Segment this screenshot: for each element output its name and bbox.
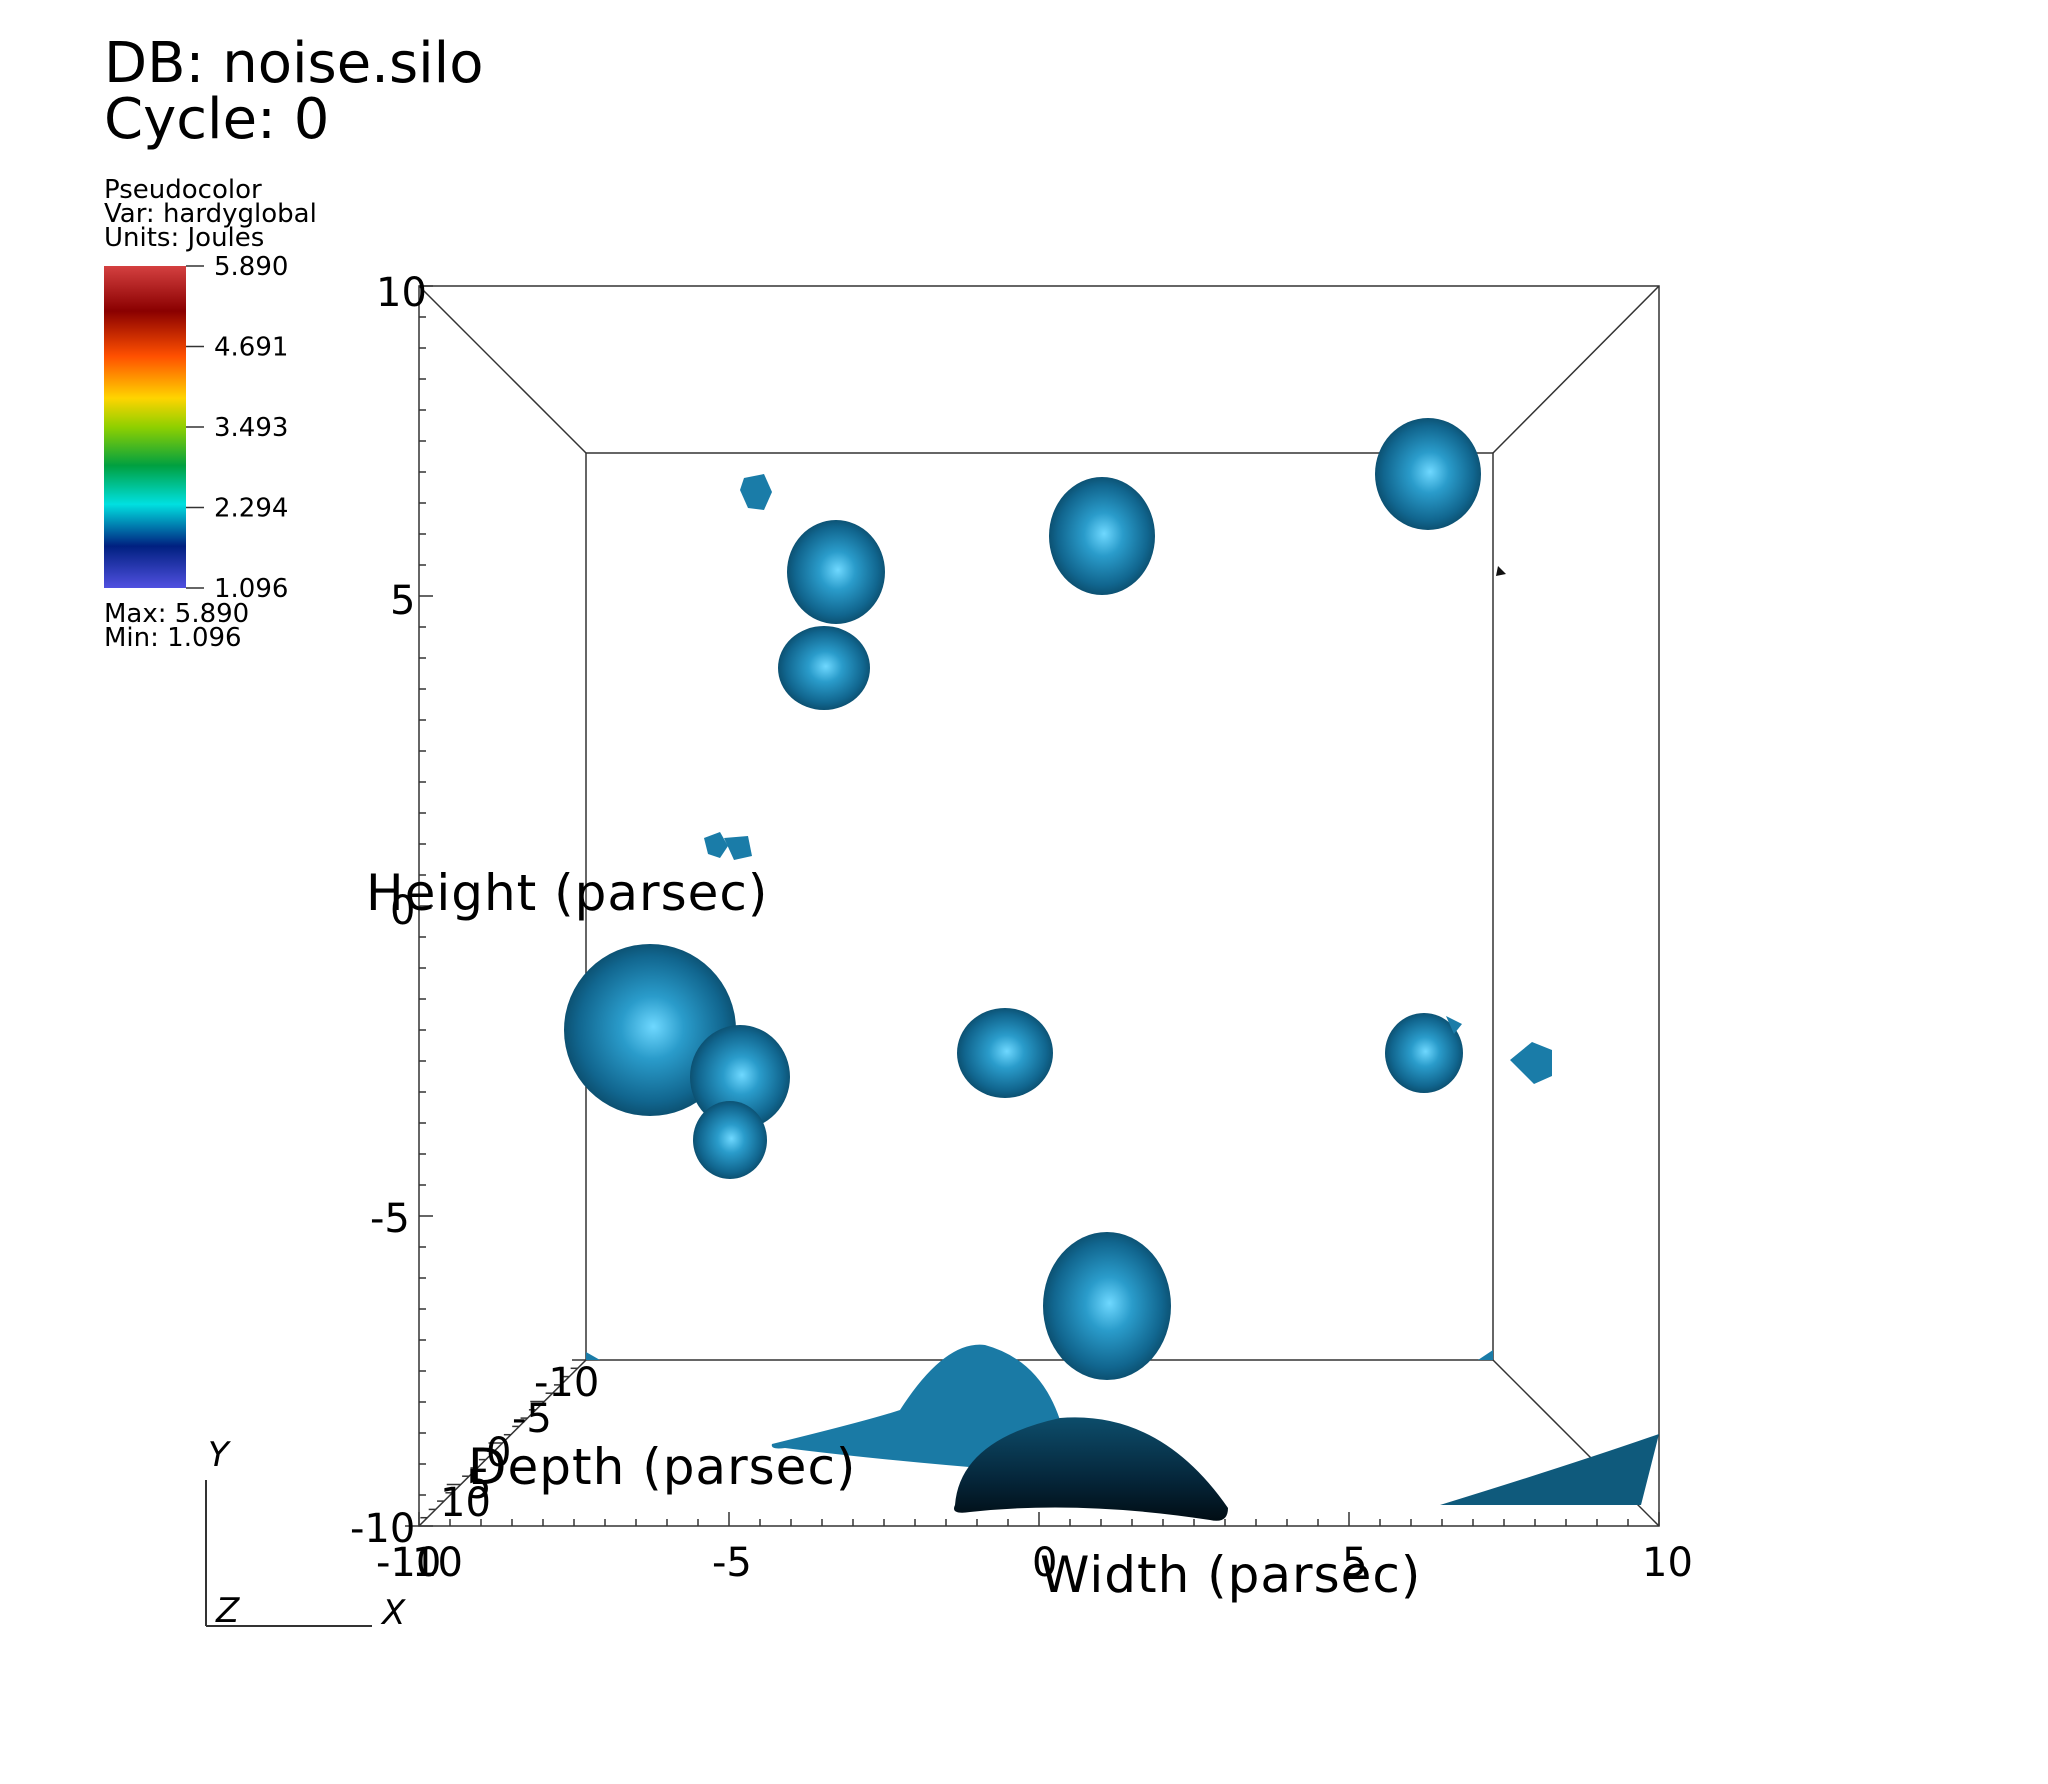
legend-min: Min: 1.096 [104,623,242,653]
y-tick-label: -10 [350,1506,415,1552]
triad-z-label: Z [215,1591,240,1631]
sphere-top-right [1375,418,1481,530]
y-tick-label: 5 [390,578,415,624]
depth-axis-title: Depth (parsec) [468,1438,856,1496]
x-axis-ticks [418,1512,1660,1526]
isosurface[interactable] [564,418,1659,1521]
pseudocolor-legend: Pseudocolor Var: hardyglobal Units: Joul… [104,175,317,653]
z-tick-labels: -10 -5 0 5 10 [440,1360,599,1526]
sphere-bottom-center [1043,1232,1171,1380]
legend-variable: Var: hardyglobal [104,199,317,229]
small-fragment-right-tip [1446,1016,1462,1034]
y-tick-label: -5 [370,1196,410,1242]
x-tick-label: 5 [1342,1540,1367,1586]
x-tick-label: 10 [1642,1540,1693,1586]
x-tick-label: 0 [1032,1540,1057,1586]
z-tick-label: -5 [512,1396,552,1442]
small-fragment-left-a [704,832,728,858]
legend-tick-label: 1.096 [214,574,288,604]
legend-tick-label: 2.294 [214,494,288,524]
x-tick-labels: -10 10 -5 0 5 10 [376,1540,1693,1586]
tiny-fragment [1496,566,1506,576]
z-tick-label: 5 [466,1462,491,1508]
sphere-right [1385,1013,1463,1093]
database-title: DB: noise.silo [104,31,484,96]
sphere-near-large [690,1025,790,1129]
y-tick-label: 10 [376,270,427,316]
z-tick-label: -10 [534,1360,599,1406]
small-fragment-left-b [724,836,752,860]
legend-units: Units: Joules [104,223,264,253]
sphere-top-center [1049,477,1155,595]
triad-y-label: Y [208,1435,231,1475]
back-face [585,452,1494,1361]
legend-max: Max: 5.890 [104,599,249,629]
sphere-lower-left [693,1101,767,1179]
corner-sheet [1440,1434,1659,1505]
triad-x-label: X [380,1593,406,1633]
sphere-center [957,1008,1053,1098]
z-axis-ticks [405,1359,586,1527]
x-tick-label: -5 [712,1540,752,1586]
cycle-label: Cycle: 0 [104,87,329,152]
y-axis-ticks [419,285,433,1527]
legend-color-bar [104,266,186,588]
x-tick-label: -10 [376,1540,441,1586]
small-fragment-top [740,474,772,510]
legend-tick-label: 5.890 [214,252,288,282]
corner-bit-right [1478,1350,1493,1360]
legend-ticks: 5.890 4.691 3.493 2.294 1.096 [186,252,288,604]
legend-tick-label: 3.493 [214,413,288,443]
corner-bit-left [586,1352,600,1360]
orientation-triad: Y Z X [205,1435,406,1633]
dark-hill [954,1417,1228,1521]
y-tick-label: 0 [390,888,415,934]
y-tick-labels: 10 5 0 -5 -10 [350,270,427,1552]
height-axis-title: Height (parsec) [366,864,768,922]
legend-plot-type: Pseudocolor [104,175,262,205]
width-axis-title: Width (parsec) [1040,1546,1421,1604]
z-tick-label: 0 [486,1430,511,1476]
legend-tick-label: 4.691 [214,333,288,363]
sphere-upper-left [787,520,885,624]
small-fragment-right [1510,1042,1552,1084]
x-tick-label: 10 [412,1540,463,1586]
bottom-ridge [771,1344,1060,1470]
z-tick-label: 10 [440,1480,491,1526]
sphere-mid-left [778,626,870,710]
